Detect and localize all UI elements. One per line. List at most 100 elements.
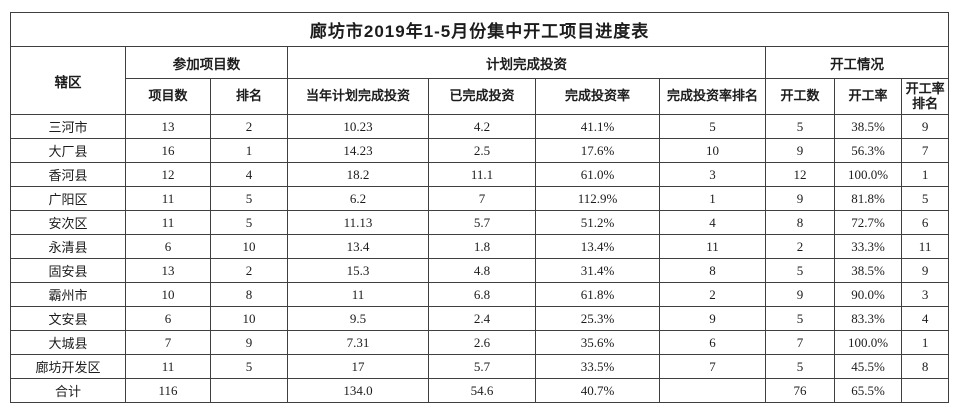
value-cell: 11.1 [428,162,536,187]
value-cell: 45.5% [834,354,902,379]
value-cell: 10 [125,282,211,307]
value-cell: 4 [210,162,288,187]
district-cell: 安次区 [10,210,126,235]
value-cell: 13.4% [535,234,660,259]
value-cell: 35.6% [535,330,660,355]
value-cell: 13 [125,114,211,139]
value-cell: 15.3 [287,258,429,283]
table-row: 安次区 11 5 11.13 5.7 51.2% 4 8 72.7% 6 [10,210,950,235]
value-cell: 12 [125,162,211,187]
table-row: 大厂县 16 1 14.23 2.5 17.6% 10 9 56.3% 7 [10,138,950,163]
value-cell: 134.0 [287,378,429,403]
value-cell: 76 [765,378,835,403]
table-row: 广阳区 11 5 6.2 7 112.9% 1 9 81.8% 5 [10,186,950,211]
col-header-start-rate-rank: 开工率 排名 [900,78,950,115]
value-cell: 11 [659,234,766,259]
value-cell: 2.4 [428,306,536,331]
value-cell: 1 [900,162,950,187]
value-cell: 5 [210,186,288,211]
value-cell: 2 [210,258,288,283]
district-cell: 大厂县 [10,138,126,163]
table-row: 霸州市 10 8 11 6.8 61.8% 2 9 90.0% 3 [10,282,950,307]
value-cell: 9 [210,330,288,355]
col-header-investment-completion-rate: 完成投资率 [535,78,660,115]
value-cell: 9 [765,282,835,307]
table-row: 大城县 7 9 7.31 2.6 35.6% 6 7 100.0% 1 [10,330,950,355]
header-sub-row: 项目数 排名 当年计划完成投资 已完成投资 完成投资率 完成投资率排名 开工数 … [11,78,950,115]
col-group-planned-investment: 计划完成投资 [287,46,766,79]
value-cell: 83.3% [834,306,902,331]
value-cell: 2.6 [428,330,536,355]
value-cell: 2 [210,114,288,139]
value-cell: 5 [900,186,950,211]
col-header-district: 辖区 [10,46,126,115]
value-cell: 12 [765,162,835,187]
col-header-project-count-rank: 排名 [210,78,288,115]
district-cell: 三河市 [10,114,126,139]
value-cell: 100.0% [834,162,902,187]
value-cell: 9 [659,306,766,331]
value-cell: 8 [659,258,766,283]
value-cell: 5 [210,354,288,379]
value-cell: 9 [900,258,950,283]
value-cell: 4 [900,306,950,331]
value-cell [659,378,766,403]
progress-table: 廊坊市2019年1-5月份集中开工项目进度表 辖区 参加项目数 计划完成投资 开… [9,12,950,403]
value-cell: 4 [659,210,766,235]
table-row: 香河县 12 4 18.2 11.1 61.0% 3 12 100.0% 1 [10,162,950,187]
col-group-construction-start-status: 开工情况 [764,46,950,79]
value-cell: 7 [765,330,835,355]
value-cell: 1 [210,138,288,163]
value-cell: 8 [765,210,835,235]
table-row-total: 合计 116 134.0 54.6 40.7% 76 65.5% [10,378,950,403]
table-row: 三河市 13 2 10.23 4.2 41.1% 5 5 38.5% 9 [10,114,950,139]
value-cell: 13 [125,258,211,283]
value-cell [210,378,288,403]
table-row: 廊坊开发区 11 5 17 5.7 33.5% 7 5 45.5% 8 [10,354,950,379]
value-cell: 33.3% [834,234,902,259]
value-cell: 31.4% [535,258,660,283]
value-cell [900,378,950,403]
value-cell: 54.6 [428,378,536,403]
table-body: 三河市 13 2 10.23 4.2 41.1% 5 5 38.5% 9 大厂县 16 1 14.23 2.… [10,114,950,403]
col-group-participating-projects: 参加项目数 [125,46,288,79]
value-cell: 5 [210,210,288,235]
table-row: 永清县 6 10 13.4 1.8 13.4% 11 2 33.3% 11 [10,234,950,259]
district-cell: 霸州市 [10,282,126,307]
value-cell: 4.2 [428,114,536,139]
value-cell: 5 [765,354,835,379]
value-cell: 9 [765,138,835,163]
col-header-planned-investment-this-year: 当年计划完成投资 [287,78,429,115]
value-cell: 7 [659,354,766,379]
district-cell: 廊坊开发区 [10,354,126,379]
value-cell: 10 [210,234,288,259]
value-cell: 18.2 [287,162,429,187]
value-cell: 90.0% [834,282,902,307]
value-cell: 16 [125,138,211,163]
value-cell: 38.5% [834,114,902,139]
col-header-start-rate-rank-line2: 排名 [912,95,939,111]
value-cell: 5.7 [428,354,536,379]
value-cell: 72.7% [834,210,902,235]
header-group-row: 辖区 参加项目数 计划完成投资 开工情况 [10,46,950,115]
value-cell: 6.8 [428,282,536,307]
value-cell: 1 [659,186,766,211]
value-cell: 81.8% [834,186,902,211]
value-cell: 3 [659,162,766,187]
col-header-start-rate-rank-line1: 开工率 [905,80,945,96]
value-cell: 5.7 [428,210,536,235]
value-cell: 7.31 [287,330,429,355]
value-cell: 3 [900,282,950,307]
value-cell: 17.6% [535,138,660,163]
value-cell: 2 [659,282,766,307]
value-cell: 116 [125,378,211,403]
value-cell: 65.5% [834,378,902,403]
value-cell: 7 [428,186,536,211]
col-header-started-count: 开工数 [765,78,835,115]
value-cell: 7 [900,138,950,163]
value-cell: 17 [287,354,429,379]
district-cell: 文安县 [10,306,126,331]
value-cell: 100.0% [834,330,902,355]
value-cell: 10 [659,138,766,163]
value-cell: 40.7% [535,378,660,403]
